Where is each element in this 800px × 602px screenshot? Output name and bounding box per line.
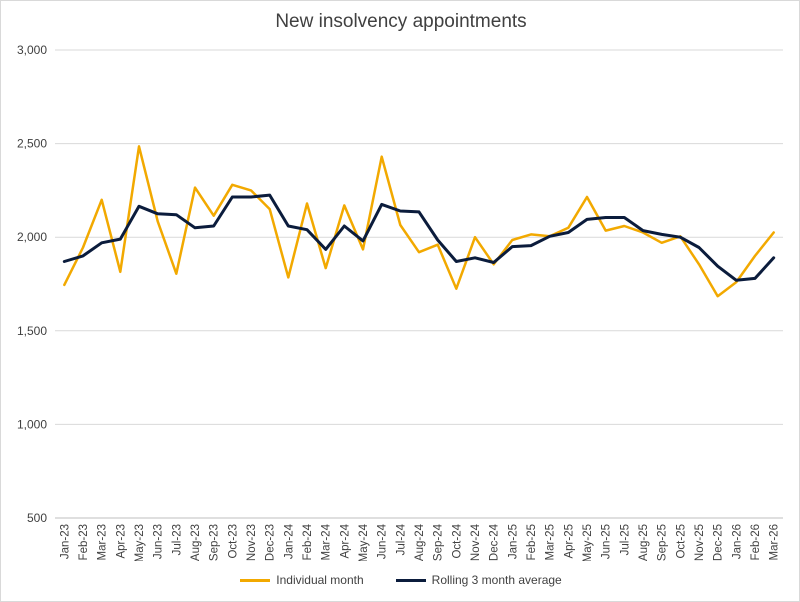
x-tick-label: Nov-25 — [694, 524, 706, 561]
x-tick-label: Dec-23 — [265, 524, 277, 561]
x-tick-label: Oct-24 — [451, 523, 463, 558]
x-tick-label: Apr-25 — [563, 524, 575, 559]
x-tick-label: Aug-23 — [190, 524, 202, 561]
y-tick-label: 2,000 — [17, 230, 47, 244]
x-tick-label: May-23 — [134, 524, 146, 561]
x-tick-label: Apr-23 — [115, 524, 127, 559]
x-tick-label: Aug-25 — [638, 524, 650, 561]
legend-swatch-rolling-average — [395, 578, 426, 582]
x-tick-label: Jun-25 — [601, 524, 613, 559]
x-tick-label: Jan-24 — [283, 523, 295, 559]
x-tick-label: Jul-24 — [395, 523, 407, 555]
x-tick-label: Feb-24 — [302, 523, 314, 560]
x-tick-label: Jan-23 — [59, 524, 71, 559]
x-tick-label: Sep-23 — [209, 524, 221, 561]
y-tick-label: 1,500 — [17, 324, 47, 338]
series-line-individual-month — [63, 145, 775, 298]
y-tick-label: 1,000 — [17, 417, 47, 431]
x-tick-label: Jul-25 — [619, 524, 631, 555]
y-tick-label: 3,000 — [17, 43, 47, 57]
y-tick-label: 500 — [27, 511, 47, 525]
x-tick-label: Dec-25 — [713, 524, 725, 561]
x-tick-label: Apr-24 — [339, 523, 351, 558]
x-tick-label: Jan-25 — [507, 524, 519, 559]
x-tick-label: Aug-24 — [414, 523, 426, 561]
x-tick-label: Mar-26 — [769, 524, 781, 560]
legend-item-rolling-average: Rolling 3 month average — [395, 573, 562, 587]
x-tick-label: Oct-23 — [227, 524, 239, 559]
x-tick-label: Jun-23 — [153, 524, 165, 559]
x-tick-label: Feb-26 — [750, 524, 762, 560]
legend-item-individual-month: Individual month — [240, 573, 364, 587]
x-tick-label: Nov-24 — [470, 523, 482, 561]
x-tick-label: Jul-23 — [171, 524, 183, 555]
legend-label-individual-month: Individual month — [276, 573, 364, 587]
y-tick-label: 2,500 — [17, 137, 47, 151]
series-line-rolling-average — [62, 193, 776, 282]
legend-swatch-individual-month — [240, 578, 271, 582]
legend-label-rolling-average: Rolling 3 month average — [431, 573, 562, 587]
x-tick-label: Jan-26 — [731, 524, 743, 559]
x-tick-label: Mar-23 — [97, 524, 109, 560]
x-tick-label: Feb-23 — [78, 524, 90, 560]
x-tick-label: Sep-24 — [433, 523, 445, 561]
x-tick-label: Nov-23 — [246, 524, 258, 561]
x-tick-label: May-25 — [582, 524, 594, 561]
x-tick-label: Mar-24 — [321, 523, 333, 560]
line-chart: 500 1,000 1,500 2,000 2,500 3,000 Jan-23 Feb-23… — [17, 43, 783, 561]
x-tick-label: Sep-25 — [657, 524, 669, 561]
x-tick-label: Jun-24 — [377, 523, 389, 559]
x-tick-label: Dec-24 — [489, 523, 501, 561]
legend: Individual month Rolling 3 month average — [1, 573, 800, 587]
x-tick-label: Feb-25 — [526, 524, 538, 560]
x-tick-label: May-24 — [358, 523, 370, 561]
x-tick-label: Oct-25 — [675, 524, 687, 559]
chart-title: New insolvency appointments — [275, 11, 527, 32]
x-tick-label: Mar-25 — [545, 524, 557, 560]
